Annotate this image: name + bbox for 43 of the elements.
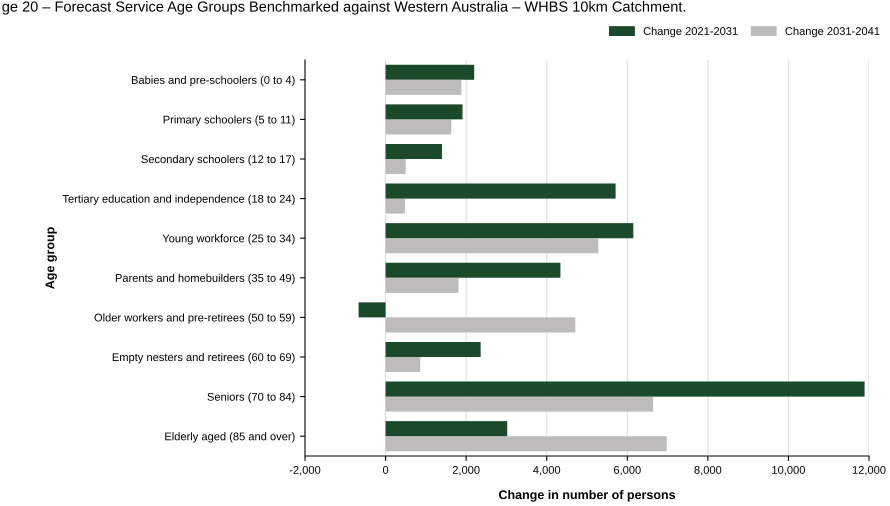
x-tick-label: -2,000 bbox=[290, 466, 320, 476]
y-tick-label: Older workers and pre-retirees (50 to 59) bbox=[94, 313, 295, 324]
bar bbox=[386, 184, 616, 199]
x-tick-label: 0 bbox=[382, 466, 388, 474]
bar bbox=[386, 159, 406, 174]
bar bbox=[386, 64, 474, 80]
chart-title: ge 20 – Forecast Service Age Groups Benchmarked against Western Australia – WHBS 10km Catchment. bbox=[2, 1, 686, 15]
bar bbox=[386, 357, 420, 372]
bar bbox=[386, 119, 452, 134]
y-tick-label: Empty nesters and retirees (60 to 69) bbox=[112, 352, 295, 364]
bar bbox=[386, 223, 634, 238]
x-tick-label: 2,000 bbox=[452, 466, 480, 476]
y-axis-title: Age group bbox=[46, 227, 57, 289]
bar bbox=[386, 342, 481, 357]
bar bbox=[386, 262, 560, 278]
x-tick-label: 10,000 bbox=[772, 466, 805, 476]
bar bbox=[386, 144, 442, 159]
y-tick-label: Babies and pre-schoolers (0 to 4) bbox=[132, 76, 295, 86]
bar bbox=[386, 382, 865, 397]
y-tick-label: Parents and homebuilders (35 to 49) bbox=[116, 274, 295, 284]
bar bbox=[386, 278, 458, 293]
bar bbox=[358, 302, 386, 318]
bar bbox=[386, 436, 667, 452]
x-tick-label: 8,000 bbox=[694, 466, 722, 476]
x-tick-label: 4,000 bbox=[533, 466, 560, 476]
x-axis-title: Change in number of persons bbox=[498, 490, 676, 502]
y-tick-label: Secondary schoolers (12 to 17) bbox=[141, 154, 295, 166]
y-tick-label: Primary schoolers (5 to 11) bbox=[164, 115, 295, 126]
bar bbox=[386, 80, 462, 95]
y-tick-label: Young workforce (25 to 34) bbox=[162, 234, 295, 245]
y-tick-label: Seniors (70 to 84) bbox=[207, 392, 295, 403]
y-tick-label: Elderly aged (85 and over) bbox=[165, 432, 295, 443]
bar bbox=[386, 198, 405, 214]
x-tick-label: 6,000 bbox=[614, 466, 641, 476]
legend-label: Change 2021-2031 bbox=[644, 26, 738, 38]
bar bbox=[386, 317, 576, 332]
y-tick-label: Tertiary education and independence (18 to 24) bbox=[62, 194, 295, 205]
legend-label: Change 2031-2041 bbox=[785, 26, 880, 38]
bar bbox=[386, 104, 463, 120]
bar bbox=[386, 421, 508, 436]
bar bbox=[386, 238, 598, 254]
x-tick-label: 12,000 bbox=[852, 466, 886, 476]
bar bbox=[386, 396, 654, 412]
